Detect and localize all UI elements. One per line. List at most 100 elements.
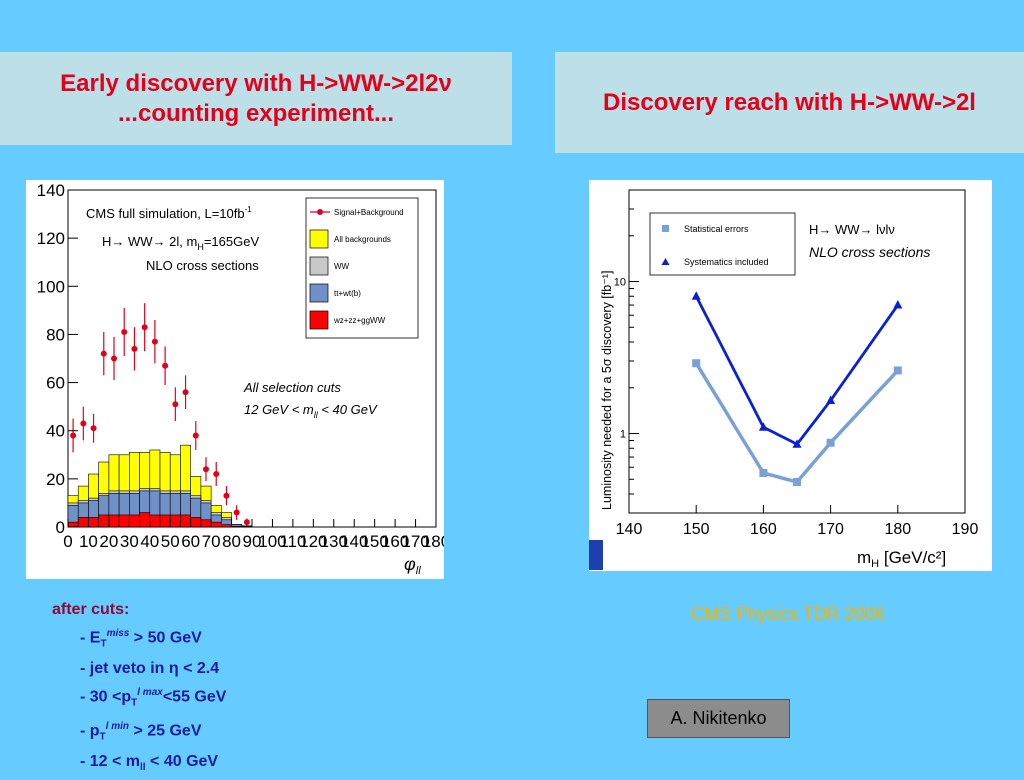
- legend-label: tt+wt(b): [334, 289, 361, 298]
- legend-label: Signal+Background: [334, 208, 404, 217]
- signal-point: [172, 401, 178, 407]
- legend-swatch: [310, 311, 328, 329]
- hist-bar-wz-zz-ggww: [211, 522, 221, 527]
- curve-square: [696, 363, 898, 482]
- cut-item: - pTl min > 25 GeV: [52, 715, 226, 750]
- after-cuts-list: after cuts: - ETmiss > 50 GeV- jet veto …: [52, 598, 226, 780]
- stat-error-point: [692, 359, 700, 367]
- left-x-tick-label: 10: [79, 532, 98, 551]
- right-x-label: mH [GeV/c²]: [857, 548, 946, 570]
- hist-bar-wz-zz-ggww: [129, 515, 139, 527]
- left-y-tick-label: 40: [46, 422, 65, 441]
- after-cuts-heading: after cuts:: [52, 598, 226, 622]
- syst-point: [692, 291, 701, 300]
- right-x-tick-label: 180: [884, 521, 911, 538]
- stat-error-point: [827, 439, 835, 447]
- right-x-tick-label: 190: [952, 521, 979, 538]
- legend-label: wz+zz+ggWW: [333, 316, 386, 325]
- left-x-tick-label: 180: [422, 532, 444, 551]
- left-y-tick-label: 80: [46, 325, 65, 344]
- left-y-tick-label: 140: [37, 181, 65, 200]
- process-label: H→ WW→ 2l, mH=165GeV: [102, 234, 259, 252]
- hist-bar-wz-zz-ggww: [140, 513, 150, 527]
- right-x-tick-label: 140: [616, 521, 643, 538]
- sim-label: CMS full simulation, L=10fb-1: [86, 205, 252, 221]
- hist-bar-wz-zz-ggww: [99, 515, 109, 527]
- hist-bar-wz-zz-ggww: [221, 525, 231, 527]
- legend-swatch: [310, 284, 328, 302]
- signal-point: [142, 324, 148, 330]
- cut-item: - jet veto in η < 2.4: [52, 657, 226, 681]
- signal-point: [244, 519, 250, 525]
- left-y-tick-label: 0: [56, 518, 65, 537]
- signal-point: [131, 346, 137, 352]
- right-title-box: Discovery reach with H->WW->2l: [555, 52, 1024, 153]
- left-legend: Signal+Background All backgrounds WW tt+wt(…: [306, 198, 418, 338]
- signal-point: [223, 493, 229, 499]
- left-x-tick-label: 80: [222, 532, 241, 551]
- hist-bar-wz-zz-ggww: [170, 515, 180, 527]
- hist-bar-wz-zz-ggww: [150, 515, 160, 527]
- signal-point: [162, 363, 168, 369]
- selection-cuts-line1: All selection cuts: [243, 380, 341, 395]
- right-legend-label: Statistical errors: [684, 224, 749, 234]
- left-title-line2: ...counting experiment...: [118, 99, 394, 129]
- left-title-box: Early discovery with H->WW->2l2ν ...coun…: [0, 52, 512, 145]
- legend-square-marker: [662, 225, 669, 232]
- right-x-tick-label: 150: [683, 521, 710, 538]
- legend-marker-signal: [317, 209, 323, 215]
- right-x-tick-label: 170: [817, 521, 844, 538]
- signal-point: [203, 466, 209, 472]
- left-y-tick-label: 100: [37, 277, 65, 296]
- hist-bar-wz-zz-ggww: [78, 517, 88, 527]
- selection-cuts-line2: 12 GeV < mll < 40 GeV: [244, 402, 378, 420]
- right-y-tick-label: 10: [614, 277, 626, 289]
- legend-label: All backgrounds: [334, 235, 391, 244]
- left-y-tick-label: 120: [37, 229, 65, 248]
- hist-bar-wz-zz-ggww: [68, 522, 78, 527]
- left-title-line1: Early discovery with H->WW->2l2ν: [60, 69, 452, 99]
- right-legend-label: Systematics included: [684, 257, 769, 267]
- legend-swatch: [310, 257, 328, 275]
- hist-bar-wz-zz-ggww: [232, 526, 242, 527]
- hist-bar-wz-zz-ggww: [191, 517, 201, 527]
- cut-item: - 12 < mll < 40 GeV: [52, 750, 226, 780]
- signal-point: [234, 510, 240, 516]
- stat-error-point: [759, 469, 767, 477]
- signal-point: [70, 433, 76, 439]
- blue-tab-decoration: [589, 540, 603, 570]
- right-process-label: H→ WW→ lνlν: [809, 222, 895, 237]
- signal-point: [91, 425, 97, 431]
- signal-point: [101, 351, 107, 357]
- left-x-tick-label: 20: [99, 532, 118, 551]
- curve-triangle: [696, 296, 898, 444]
- left-x-tick-label: 40: [140, 532, 159, 551]
- syst-point: [893, 300, 902, 309]
- legend-swatch: [310, 230, 328, 248]
- signal-point: [183, 389, 189, 395]
- stat-error-point: [894, 366, 902, 374]
- stat-error-point: [793, 478, 801, 486]
- signal-point: [121, 329, 127, 335]
- left-x-label: φll: [404, 554, 421, 577]
- left-x-tick-label: 30: [120, 532, 139, 551]
- right-title: Discovery reach with H->WW->2l: [603, 89, 976, 117]
- hist-bar-wz-zz-ggww: [109, 515, 119, 527]
- hist-bar-wz-zz-ggww: [88, 517, 98, 527]
- hist-bar-wz-zz-ggww: [160, 515, 170, 527]
- right-nlo-label: NLO cross sections: [809, 244, 930, 260]
- hist-bar-wz-zz-ggww: [180, 515, 190, 527]
- left-x-tick-label: 60: [181, 532, 200, 551]
- left-y-tick-label: 20: [46, 470, 65, 489]
- hist-bar-wz-zz-ggww: [201, 520, 211, 527]
- signal-point: [213, 471, 219, 477]
- legend-label: WW: [334, 262, 350, 271]
- right-y-label: Luminosity needed for a 5σ discovery [fb…: [600, 271, 614, 510]
- source-label: CMS Physics TDR 2006: [691, 604, 885, 625]
- signal-point: [193, 433, 199, 439]
- cut-item: - 30 <pTl max<55 GeV: [52, 681, 226, 716]
